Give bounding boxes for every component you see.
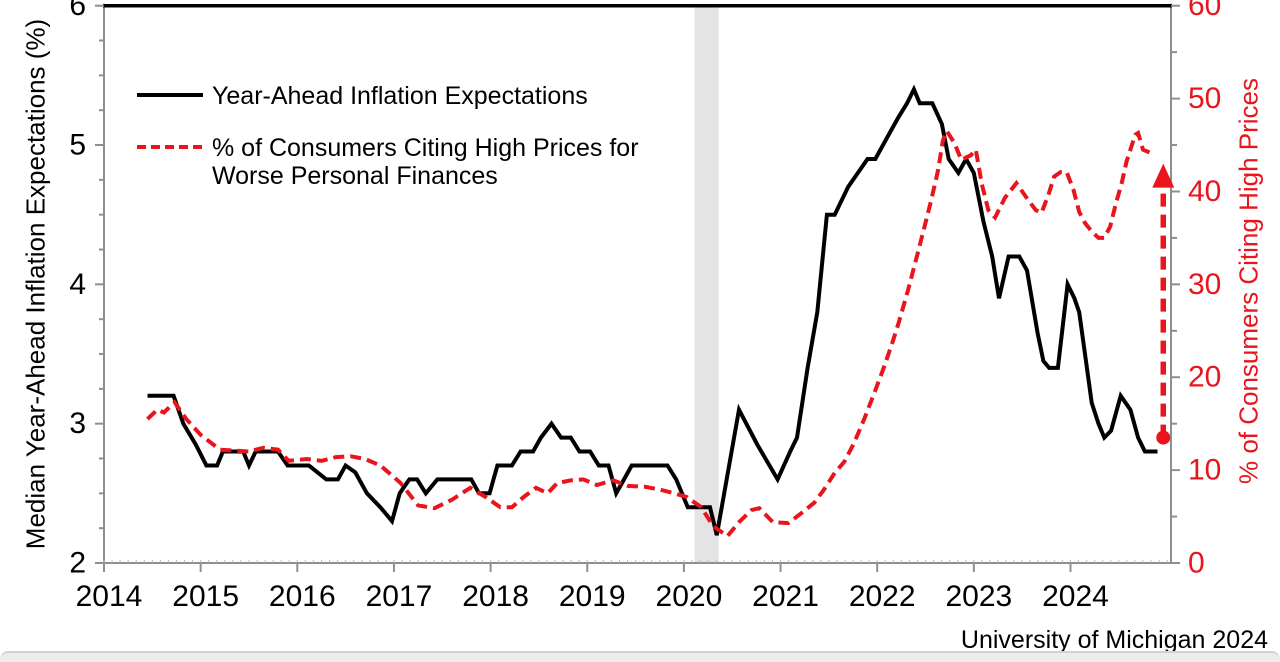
legend-item-inflation-expectations: Year-Ahead Inflation Expectations <box>136 82 639 110</box>
svg-text:30: 30 <box>1188 268 1221 301</box>
svg-text:2018: 2018 <box>462 580 529 613</box>
svg-text:2019: 2019 <box>559 580 626 613</box>
legend-item-high-prices: % of Consumers Citing High Prices for Wo… <box>136 134 639 190</box>
svg-text:2016: 2016 <box>269 580 336 613</box>
svg-text:3: 3 <box>69 407 86 440</box>
svg-text:2022: 2022 <box>849 580 916 613</box>
svg-text:2014: 2014 <box>76 580 143 613</box>
svg-text:2023: 2023 <box>945 580 1012 613</box>
high-prices-line <box>146 126 1156 539</box>
legend-label-line1: % of Consumers Citing High Prices for <box>212 134 639 162</box>
svg-text:0: 0 <box>1188 547 1205 580</box>
svg-text:6: 6 <box>69 0 86 22</box>
solid-line-sample-icon <box>137 93 203 97</box>
window-edge-strip <box>0 651 1280 662</box>
svg-text:10: 10 <box>1188 454 1221 487</box>
right-axis-title: % of Consumers Citing High Prices <box>1233 77 1264 485</box>
svg-text:2020: 2020 <box>656 580 723 613</box>
svg-text:40: 40 <box>1188 175 1221 208</box>
svg-text:2024: 2024 <box>1042 580 1109 613</box>
svg-text:20: 20 <box>1188 361 1221 394</box>
axis-ticks <box>95 4 1180 572</box>
svg-text:50: 50 <box>1188 82 1221 115</box>
legend-label: % of Consumers Citing High Prices for Wo… <box>212 134 639 190</box>
dashed-line-sample-icon <box>137 145 203 149</box>
source-note: University of Michigan 2024 <box>960 626 1268 654</box>
svg-text:5: 5 <box>69 129 86 162</box>
recession-band <box>694 5 719 563</box>
svg-text:2021: 2021 <box>752 580 819 613</box>
svg-text:60: 60 <box>1188 0 1221 22</box>
left-axis-title: Median Year-Ahead Inflation Expectations… <box>20 18 51 550</box>
svg-text:2015: 2015 <box>172 580 239 613</box>
svg-text:4: 4 <box>69 268 86 301</box>
svg-text:2017: 2017 <box>366 580 433 613</box>
annotation-arrow <box>1152 163 1175 445</box>
legend-label: Year-Ahead Inflation Expectations <box>212 82 588 110</box>
legend-label-line2: Worse Personal Finances <box>212 162 498 190</box>
legend: Year-Ahead Inflation Expectations % of C… <box>136 82 639 214</box>
svg-text:2: 2 <box>69 547 86 580</box>
inflation-expectations-line <box>147 84 1158 536</box>
